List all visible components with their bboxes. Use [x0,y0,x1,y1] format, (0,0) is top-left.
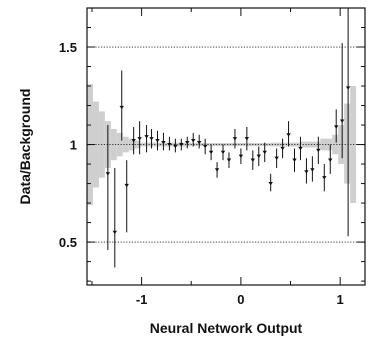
data-point [304,170,309,174]
data-point [173,144,178,149]
data-point [131,139,136,143]
data-point [137,137,142,141]
band-bin [300,141,321,148]
data-point [322,176,327,180]
data-point [256,154,261,159]
data-point [105,172,111,176]
y-tick-label: 1 [70,138,77,153]
data-point [292,158,297,162]
band-bin [344,103,351,184]
y-tick-label: 0.5 [59,235,77,250]
data-points [105,8,351,268]
data-point [298,146,303,151]
band-bin [116,132,123,157]
data-point [214,168,220,172]
data-point [179,142,184,147]
data-point [226,158,232,162]
data-point [334,125,339,129]
x-tick-label: 1 [337,292,344,307]
data-point [167,142,172,147]
data-point [196,140,202,145]
data-point [220,150,226,155]
data-point [208,150,214,155]
band-bin [122,136,129,153]
band-bin [128,138,135,151]
data-point [244,137,250,141]
plot-frame [86,7,366,286]
data-point [286,133,291,137]
data-point [144,135,149,139]
data-point [124,183,129,188]
x-axis-label: Neural Network Output [150,320,303,336]
data-point [345,86,351,90]
data-point [119,105,124,110]
data-point [191,139,196,143]
band-bin [320,138,333,151]
data-point [339,119,345,123]
data-point [161,140,166,145]
data-point [316,148,321,153]
data-point [328,158,333,162]
band-bin [110,128,117,161]
band-bin [270,142,301,147]
band-bin [338,125,345,165]
data-point [250,158,256,162]
y-tick-label: 1.5 [59,40,77,55]
data-point [232,137,238,141]
data-point [149,137,154,141]
data-point [274,156,279,161]
data-point [310,168,315,172]
data-point [238,154,244,159]
data-point [185,140,190,145]
data-point [155,139,160,143]
data-point [280,146,285,151]
data-point [262,150,267,155]
x-tick-label: 0 [237,292,244,307]
axis-ticks: -1 0 1 0.5 1 1.5 [59,8,365,307]
y-axis-label: Data/Background [17,89,33,205]
data-point [202,144,208,149]
data-point [268,181,273,186]
band-bin [332,134,339,155]
data-point [112,230,117,235]
x-tick-label: -1 [136,292,148,307]
